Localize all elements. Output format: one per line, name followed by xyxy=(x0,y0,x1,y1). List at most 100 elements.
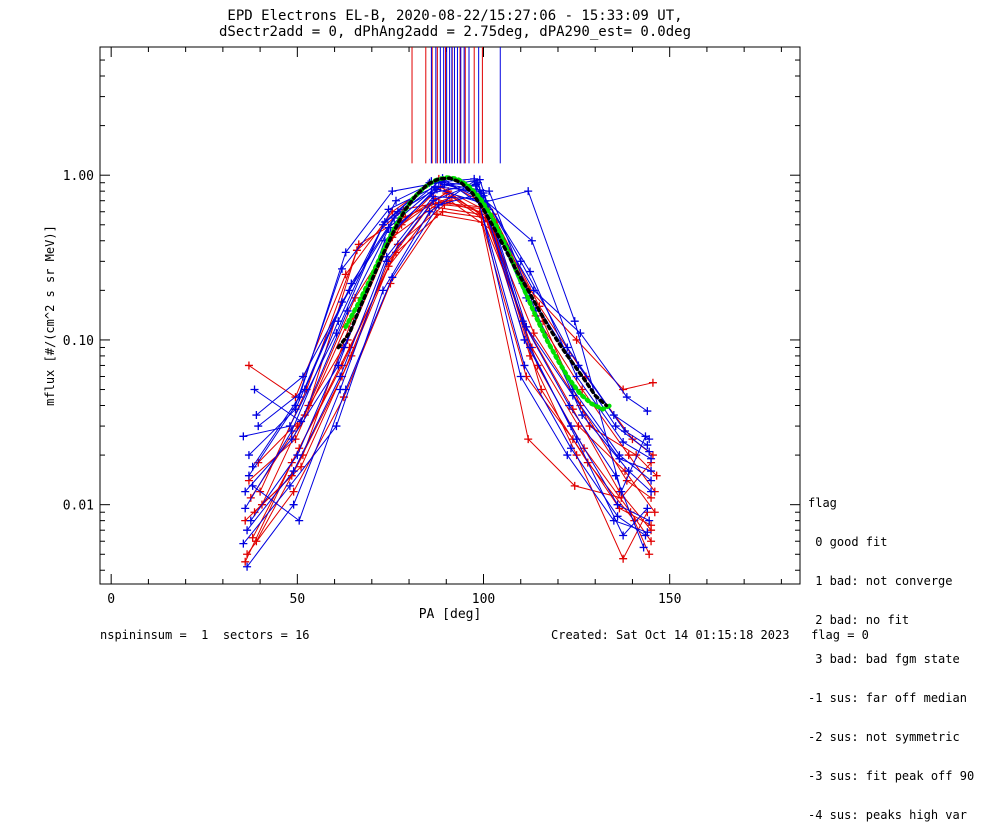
blue-point xyxy=(613,512,622,521)
blue-point xyxy=(254,422,263,431)
blue-point xyxy=(241,504,250,513)
blue-point xyxy=(431,183,440,192)
blue-point xyxy=(563,451,572,460)
blue-point xyxy=(520,335,529,344)
legend-item-1: 1 bad: not converge xyxy=(808,574,953,588)
blue-point xyxy=(617,487,626,496)
x-tick-label: 150 xyxy=(658,592,681,607)
blue-point xyxy=(563,343,572,352)
blue-series-12 xyxy=(248,179,652,472)
blue-point xyxy=(338,264,347,273)
red-series-1 xyxy=(250,186,656,513)
blue-point xyxy=(434,200,443,209)
blue-point xyxy=(338,297,347,306)
blue-point xyxy=(516,372,525,381)
blue-point xyxy=(643,407,652,416)
blue-point xyxy=(619,531,628,540)
legend-item-4: -1 sus: far off median xyxy=(808,691,967,705)
blue-point xyxy=(243,526,252,535)
blue-point xyxy=(647,476,656,485)
blue-point xyxy=(520,361,529,370)
x-tick-label: 50 xyxy=(290,592,306,607)
blue-point xyxy=(293,451,302,460)
red-series-4 xyxy=(254,204,656,513)
blue-point xyxy=(611,422,620,431)
blue-point xyxy=(334,317,343,326)
red-point xyxy=(570,481,579,490)
blue-point xyxy=(565,401,574,410)
blue-point xyxy=(241,487,250,496)
blue-point xyxy=(475,175,484,184)
red-point xyxy=(624,451,633,460)
red-point xyxy=(244,361,253,370)
footer-left: nspininsum = 1 sectors = 16 xyxy=(100,628,310,642)
blue-point xyxy=(432,185,441,194)
blue-point xyxy=(572,435,581,444)
blue-point xyxy=(291,405,300,414)
blue-point xyxy=(440,180,449,189)
blue-point xyxy=(285,481,294,490)
blue-point xyxy=(336,372,345,381)
blue-point xyxy=(250,385,259,394)
red-series-5 xyxy=(259,200,650,555)
red-point xyxy=(297,462,306,471)
blue-point xyxy=(243,562,252,571)
legend-item-3: 3 bad: bad fgm state xyxy=(808,652,960,666)
green-fit-curve xyxy=(343,175,613,412)
blue-point xyxy=(645,516,654,525)
chart-title-line-2: dSectr2add = 0, dPhAng2add = 2.75deg, dP… xyxy=(218,24,691,40)
y-axis-label: mflux [#/(cm^2 s sr MeV)] xyxy=(43,225,57,406)
footer-right: Created: Sat Oct 14 01:15:18 2023 flag =… xyxy=(551,628,869,642)
blue-point xyxy=(285,422,294,431)
legend-item-0: 0 good fit xyxy=(808,535,888,549)
blue-point xyxy=(615,454,624,463)
blue-series-11 xyxy=(252,192,648,537)
red-point xyxy=(648,378,657,387)
blue-point xyxy=(384,223,393,232)
blue-point xyxy=(343,306,352,315)
blue-point xyxy=(567,444,576,453)
flag-legend: flag 0 good fit 1 bad: not converge 2 ba… xyxy=(808,471,974,835)
red-series-2 xyxy=(255,192,652,542)
x-tick-label: 0 xyxy=(107,592,115,607)
blue-point xyxy=(239,539,248,548)
blue-point xyxy=(526,343,535,352)
blue-point xyxy=(647,487,656,496)
legend-item-2: 2 bad: no fit xyxy=(808,613,910,627)
red-point xyxy=(619,554,628,563)
blue-point xyxy=(643,504,652,513)
blue-point xyxy=(380,217,389,226)
blue-point xyxy=(287,427,296,436)
blue-point xyxy=(647,454,656,463)
red-point xyxy=(384,262,393,271)
blue-point xyxy=(341,248,350,257)
blue-point xyxy=(289,467,298,476)
blue-point xyxy=(382,252,391,261)
blue-point xyxy=(393,207,402,216)
legend-item-6: -3 sus: fit peak off 90 xyxy=(808,769,975,783)
blue-point xyxy=(295,516,304,525)
blue-point xyxy=(647,467,656,476)
red-point xyxy=(524,435,533,444)
blue-point xyxy=(485,187,494,196)
blue-point xyxy=(641,432,650,441)
blue-point xyxy=(332,422,341,431)
blue-point xyxy=(244,471,253,480)
blue-point xyxy=(645,447,654,456)
blue-series-5 xyxy=(246,182,650,568)
red-point xyxy=(289,487,298,496)
red-point xyxy=(574,422,583,431)
blue-point xyxy=(609,516,618,525)
black-fit-curve xyxy=(336,176,609,408)
blue-point xyxy=(524,187,533,196)
blue-point xyxy=(388,273,397,282)
y-tick-label: 0.01 xyxy=(63,499,94,514)
blue-series-3 xyxy=(244,183,645,548)
blue-point xyxy=(643,441,652,450)
red-point xyxy=(648,451,657,460)
y-tick-label: 0.10 xyxy=(63,334,94,349)
blue-point xyxy=(341,385,350,394)
blue-series-6 xyxy=(252,182,652,467)
blue-series-8 xyxy=(243,180,648,545)
blue-point xyxy=(429,192,438,201)
